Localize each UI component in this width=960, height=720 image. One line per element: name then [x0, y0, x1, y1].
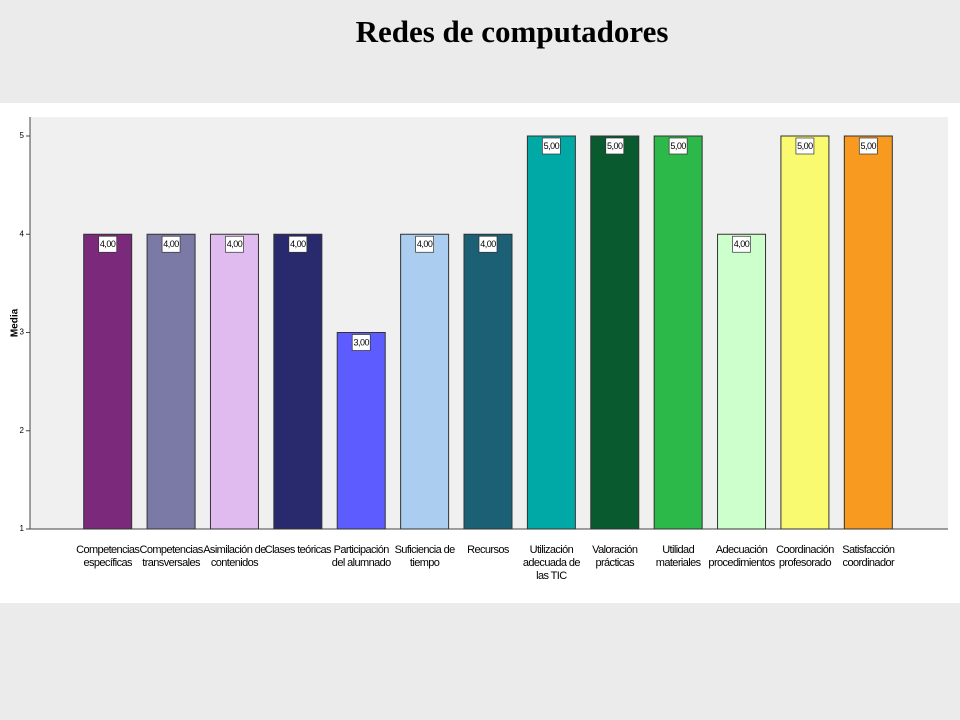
x-tick-label: Competencias específicas: [76, 544, 140, 569]
value-label-box: [668, 137, 688, 155]
value-label: 5,00: [861, 141, 877, 151]
bar: [463, 233, 513, 530]
x-tick-label-line: del alumnado: [332, 557, 391, 569]
bar: [717, 233, 767, 530]
bar: [590, 135, 640, 530]
value-label-box: [605, 137, 625, 155]
x-tick-label: Recursos: [467, 544, 510, 556]
x-tick-label: Coordinación profesorado: [776, 544, 834, 569]
y-axis-label: Media: [10, 308, 21, 337]
x-tick-label: Utilidad materiales: [656, 544, 702, 569]
x-tick-label-line: contenidos: [211, 557, 259, 569]
bar: [336, 332, 386, 530]
value-label: 3,00: [353, 337, 369, 347]
x-tick-label: Participación del alumnado: [332, 544, 391, 569]
x-tick-label: Asimilación de contenidos: [203, 544, 266, 569]
x-tick-label-line: coordinador: [843, 557, 895, 569]
x-tick-label-line: adecuada de: [523, 557, 580, 569]
value-label: 5,00: [544, 141, 560, 151]
value-label: 4,00: [480, 239, 496, 249]
y-tick-label: 1: [20, 524, 25, 533]
value-label-box: [225, 235, 244, 253]
value-label: 4,00: [227, 239, 243, 249]
bar: [653, 135, 703, 530]
value-label: 5,00: [607, 141, 623, 151]
bar: [146, 233, 196, 530]
x-tick-label: Valoración prácticas: [592, 544, 638, 569]
value-label-box: [161, 235, 181, 253]
bar: [526, 135, 576, 530]
x-tick-label-line: tiempo: [410, 557, 440, 569]
value-label-box: [98, 235, 118, 253]
x-tick-label-line: Coordinación: [776, 544, 834, 556]
bar: [400, 233, 450, 530]
x-tick-label-line: materiales: [656, 557, 702, 569]
x-tick-label-line: Utilización: [530, 544, 574, 556]
value-label-box: [351, 334, 371, 351]
value-label-box: [415, 235, 434, 253]
x-tick-label-line: Utilidad: [662, 544, 694, 556]
y-tick-label: 2: [20, 426, 25, 435]
x-tick-label-line: Valoración: [592, 544, 638, 556]
value-label: 4,00: [163, 239, 179, 249]
x-tick-label-line: profesorado: [779, 557, 832, 569]
bar: [843, 135, 893, 530]
value-label: 4,00: [417, 239, 433, 249]
chart-title: Redes de computadores: [356, 14, 669, 49]
value-label: 4,00: [100, 239, 116, 249]
x-tick-label-line: Clases teóricas: [265, 544, 332, 556]
x-tick-label-line: Participación: [334, 544, 390, 556]
x-tick-label: Suficiencia de tiempo: [395, 544, 456, 569]
x-tick-label-line: Suficiencia de: [395, 544, 456, 556]
value-label-box: [795, 137, 815, 155]
x-tick-label-line: Adecuación: [716, 544, 768, 556]
x-tick-label-line: Satisfacción: [842, 544, 895, 556]
x-tick-label-line: Asimilación de: [203, 544, 266, 556]
x-tick-label: Competencias transversales: [140, 544, 204, 569]
value-label-box: [288, 235, 308, 253]
x-tick-label-line: Competencias: [140, 544, 204, 556]
x-tick-label: Adecuación procedimientos: [708, 544, 775, 569]
y-tick-label: 3: [20, 328, 25, 337]
value-label: 4,00: [734, 239, 750, 249]
x-tick-label: Satisfacción coordinador: [842, 544, 895, 569]
y-tick-label: 5: [20, 131, 25, 140]
value-label-box: [478, 235, 498, 253]
value-label-box: [542, 137, 561, 155]
bar: [273, 233, 323, 530]
x-tick-label-line: las TIC: [536, 570, 567, 582]
value-label-box: [858, 137, 878, 155]
bar: [209, 233, 259, 530]
value-label: 4,00: [290, 239, 306, 249]
x-tick-label-line: específicas: [83, 557, 133, 569]
x-tick-label-line: prácticas: [595, 557, 635, 569]
x-tick-label-line: Competencias: [76, 544, 140, 556]
value-label-box: [732, 235, 751, 253]
bar: [83, 233, 133, 530]
x-tick-label: Clases teóricas: [265, 544, 332, 556]
bar: [780, 135, 830, 530]
x-tick-label: Utilización adecuada de las TIC: [523, 544, 580, 582]
x-tick-label-line: transversales: [142, 557, 201, 569]
value-label: 5,00: [670, 141, 686, 151]
x-tick-label-line: Recursos: [467, 544, 510, 556]
value-label: 5,00: [797, 141, 813, 151]
y-tick-label: 4: [20, 229, 25, 238]
x-tick-label-line: procedimientos: [708, 557, 775, 569]
